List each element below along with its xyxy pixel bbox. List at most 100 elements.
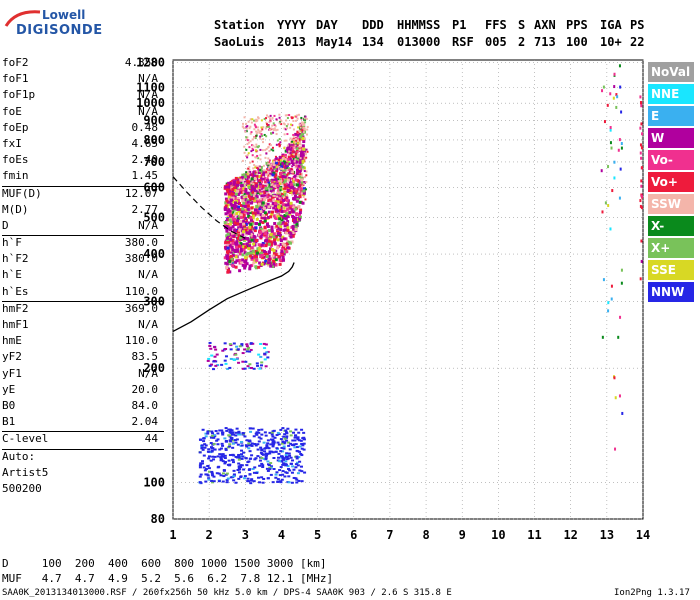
echo-mark bbox=[252, 189, 256, 193]
echo-mark bbox=[264, 455, 268, 458]
echo-mark bbox=[259, 148, 262, 151]
echo-mark bbox=[280, 218, 284, 222]
echo-mark bbox=[267, 257, 271, 261]
echo-mark bbox=[290, 140, 293, 143]
echo-mark bbox=[294, 132, 298, 136]
echo-mark bbox=[610, 146, 613, 150]
echo-mark bbox=[252, 435, 256, 438]
echo-mark bbox=[281, 246, 285, 250]
echo-mark bbox=[278, 474, 282, 477]
header-label-iga: IGA bbox=[600, 18, 622, 32]
echo-mark bbox=[224, 240, 228, 244]
echo-mark bbox=[288, 211, 292, 215]
echo-mark bbox=[287, 231, 291, 235]
echo-mark bbox=[253, 123, 256, 126]
echo-mark bbox=[264, 127, 267, 130]
echo-mark bbox=[244, 208, 248, 212]
echo-mark bbox=[298, 194, 302, 198]
echo-mark bbox=[294, 178, 298, 182]
echo-mark bbox=[288, 148, 291, 151]
echo-mark bbox=[299, 439, 303, 442]
echo-mark bbox=[226, 236, 230, 240]
echo-mark bbox=[269, 465, 273, 468]
echo-mark bbox=[225, 188, 229, 192]
param-value: N/A bbox=[138, 88, 158, 102]
echo-mark bbox=[258, 202, 262, 206]
echo-mark bbox=[284, 163, 288, 167]
header-label-ffs: FFS bbox=[485, 18, 507, 32]
echo-mark bbox=[273, 240, 277, 244]
echo-mark bbox=[232, 182, 236, 186]
echo-mark bbox=[291, 234, 295, 238]
echo-mark bbox=[255, 143, 258, 146]
y-tick-label: 400 bbox=[143, 247, 165, 261]
echo-mark bbox=[285, 471, 289, 474]
echo-mark bbox=[252, 238, 256, 242]
echo-mark bbox=[277, 200, 281, 204]
echo-mark bbox=[252, 183, 255, 186]
echo-mark bbox=[272, 232, 276, 236]
echo-mark bbox=[278, 122, 281, 125]
echo-mark bbox=[248, 457, 252, 460]
echo-mark bbox=[275, 213, 279, 217]
header-value-ffs: 005 bbox=[485, 35, 507, 49]
echo-mark bbox=[260, 126, 263, 129]
echo-mark bbox=[251, 249, 255, 253]
echo-mark bbox=[284, 429, 288, 432]
echo-mark bbox=[244, 360, 248, 363]
echo-mark bbox=[278, 144, 281, 147]
echo-mark bbox=[213, 346, 217, 349]
echo-mark bbox=[609, 141, 612, 145]
param-row: yF1 N/A bbox=[2, 367, 164, 383]
header-value-station: SaoLuis bbox=[214, 35, 265, 49]
echo-mark bbox=[264, 452, 268, 455]
echo-mark bbox=[303, 137, 306, 140]
echo-mark bbox=[229, 357, 233, 360]
echo-mark bbox=[293, 146, 296, 149]
echo-mark bbox=[251, 160, 254, 163]
echo-mark bbox=[271, 146, 274, 149]
echo-mark bbox=[270, 212, 274, 216]
echo-mark bbox=[224, 447, 228, 450]
echo-mark bbox=[281, 457, 285, 460]
echo-mark bbox=[283, 186, 287, 190]
param-key: yE bbox=[2, 382, 16, 396]
scaled-parameters-panel: foF2 4.350 foF1 N/A foF1p N/A foE N/A foEp 0.48 fx… bbox=[2, 56, 164, 498]
param-value: 84.0 bbox=[131, 398, 159, 412]
echo-mark bbox=[263, 211, 267, 215]
echo-mark bbox=[225, 472, 229, 475]
echo-mark bbox=[264, 457, 268, 460]
echo-mark bbox=[244, 182, 247, 185]
echo-mark bbox=[285, 458, 289, 461]
echo-mark bbox=[288, 150, 291, 153]
echo-mark bbox=[269, 240, 273, 244]
echo-mark bbox=[286, 117, 289, 120]
echo-mark bbox=[259, 198, 262, 201]
echo-mark bbox=[235, 358, 239, 361]
echo-mark bbox=[249, 348, 253, 351]
echo-mark bbox=[276, 226, 280, 230]
y-tick-label: 80 bbox=[151, 512, 165, 526]
echo-mark bbox=[607, 309, 610, 313]
echo-mark bbox=[212, 368, 216, 371]
echo-mark bbox=[273, 159, 276, 162]
echo-mark bbox=[263, 226, 267, 230]
echo-mark bbox=[228, 343, 232, 346]
echo-mark bbox=[302, 189, 306, 193]
echo-mark bbox=[282, 156, 285, 159]
echo-mark bbox=[297, 431, 301, 434]
echo-mark bbox=[244, 259, 248, 263]
echo-mark bbox=[282, 167, 285, 170]
param-value: 44 bbox=[144, 432, 158, 446]
echo-mark bbox=[267, 125, 270, 128]
legend-item-x-: X- bbox=[648, 216, 694, 236]
echo-mark bbox=[248, 427, 252, 430]
echo-mark bbox=[299, 208, 303, 212]
echo-mark bbox=[266, 477, 270, 480]
echo-mark bbox=[282, 185, 285, 188]
echo-mark bbox=[235, 438, 239, 441]
echo-mark bbox=[239, 238, 243, 242]
echo-mark bbox=[206, 465, 210, 468]
echo-mark bbox=[276, 232, 280, 236]
echo-mark bbox=[245, 122, 248, 125]
